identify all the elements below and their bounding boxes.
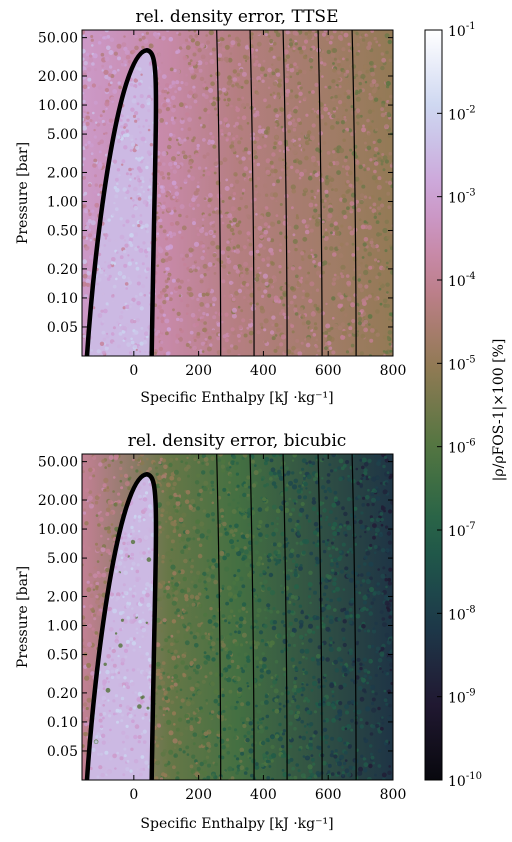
colorbar-tick-base: 10 [448, 774, 466, 790]
y-tick-label: 5.00 [47, 127, 78, 143]
colorbar-tick-base: 10 [448, 107, 466, 123]
colorbar-tick-label: 10-9 [448, 688, 476, 707]
colorbar-tick-exponent: -6 [466, 438, 476, 449]
colorbar-tick-label: 10-7 [448, 521, 476, 540]
y-tick-label: 0.10 [47, 715, 78, 731]
y-tick-label: 20.00 [38, 69, 78, 85]
colorbar-tick-label: 10-8 [448, 604, 476, 623]
colorbar-tick-base: 10 [448, 524, 466, 540]
y-tick-label: 1.00 [47, 618, 78, 634]
x-tick-label: 800 [380, 363, 407, 379]
panel-ttse-title: rel. density error, TTSE [136, 7, 339, 27]
x-tick-label: 200 [185, 787, 212, 803]
y-tick-label: 2.00 [47, 165, 78, 181]
x-tick-label: 600 [315, 787, 342, 803]
colorbar-tick-base: 10 [448, 607, 466, 623]
y-axis-label-ttse: Pressure [bar] [15, 142, 31, 244]
x-tick-label: 600 [315, 363, 342, 379]
x-tick-label: 400 [250, 363, 277, 379]
y-tick-label: 1.00 [47, 194, 78, 210]
colorbar-tick-label: 10-2 [448, 104, 476, 123]
colorbar-tick-exponent: -9 [466, 688, 476, 699]
y-tick-label: 10.00 [38, 522, 78, 538]
y-tick-label: 5.00 [47, 551, 78, 567]
y-tick-label: 0.50 [47, 648, 78, 664]
colorbar-tick-exponent: -4 [466, 271, 476, 282]
y-tick-label: 2.00 [47, 589, 78, 605]
x-tick-label: 200 [185, 363, 212, 379]
colorbar-tick-base: 10 [448, 191, 466, 207]
x-axis-label-ttse: Specific Enthalpy [kJ ·kg⁻¹] [140, 390, 333, 406]
y-tick-label: 50.00 [38, 455, 78, 471]
colorbar-tick-base: 10 [448, 24, 466, 40]
colorbar-label: |ρ/ρFOS-1|×100 [%] [491, 339, 507, 482]
x-tick-label: 0 [129, 787, 138, 803]
panel-ttse: rel. density error, TTSE 0 200 400 600 800 0.… [15, 7, 406, 406]
colorbar-tick-label: 10-1 [448, 21, 476, 40]
x-tick-label: 400 [250, 787, 277, 803]
panel-bicubic: rel. density error, bicubic 0 200 400 600 80… [15, 431, 406, 832]
colorbar-tick-label: 10-5 [448, 354, 476, 373]
colorbar-tick-label: 10-4 [448, 271, 476, 290]
y-tick-label: 0.05 [47, 744, 78, 760]
y-tick-label: 0.50 [47, 224, 78, 240]
y-tick-label: 0.10 [47, 291, 78, 307]
colorbar: 10-110-210-310-410-510-610-710-810-910-1… [425, 21, 507, 790]
y-tick-label: 20.00 [38, 493, 78, 509]
y-tick-label: 0.20 [47, 262, 78, 278]
y-tick-label: 0.05 [47, 320, 78, 336]
y-tick-label: 0.20 [47, 686, 78, 702]
colorbar-tick-base: 10 [448, 691, 466, 707]
colorbar-tick-exponent: -10 [466, 771, 482, 782]
colorbar-tick-exponent: -5 [466, 354, 476, 365]
colorbar-tick-base: 10 [448, 441, 466, 457]
colorbar-tick-exponent: -3 [466, 188, 476, 199]
colorbar-tick-label: 10-3 [448, 188, 476, 207]
x-tick-label: 0 [129, 363, 138, 379]
colorbar-tick-exponent: -1 [466, 21, 476, 32]
colorbar-gradient [425, 30, 442, 780]
colorbar-tick-base: 10 [448, 274, 466, 290]
colorbar-tick-exponent: -7 [466, 521, 476, 532]
colorbar-tick-label: 10-6 [448, 438, 476, 457]
colorbar-tick-exponent: -8 [466, 604, 476, 615]
panel-bicubic-title: rel. density error, bicubic [128, 431, 347, 451]
x-axis-label-bicubic: Specific Enthalpy [kJ ·kg⁻¹] [140, 816, 333, 832]
colorbar-ticks: 10-110-210-310-410-510-610-710-810-910-1… [437, 21, 482, 790]
y-tick-label: 50.00 [38, 31, 78, 47]
colorbar-tick-base: 10 [448, 357, 466, 373]
x-tick-label: 800 [380, 787, 407, 803]
y-tick-label: 10.00 [38, 98, 78, 114]
y-axis-label-bicubic: Pressure [bar] [15, 566, 31, 668]
colorbar-tick-exponent: -2 [466, 104, 476, 115]
colorbar-tick-label: 10-10 [448, 771, 482, 790]
